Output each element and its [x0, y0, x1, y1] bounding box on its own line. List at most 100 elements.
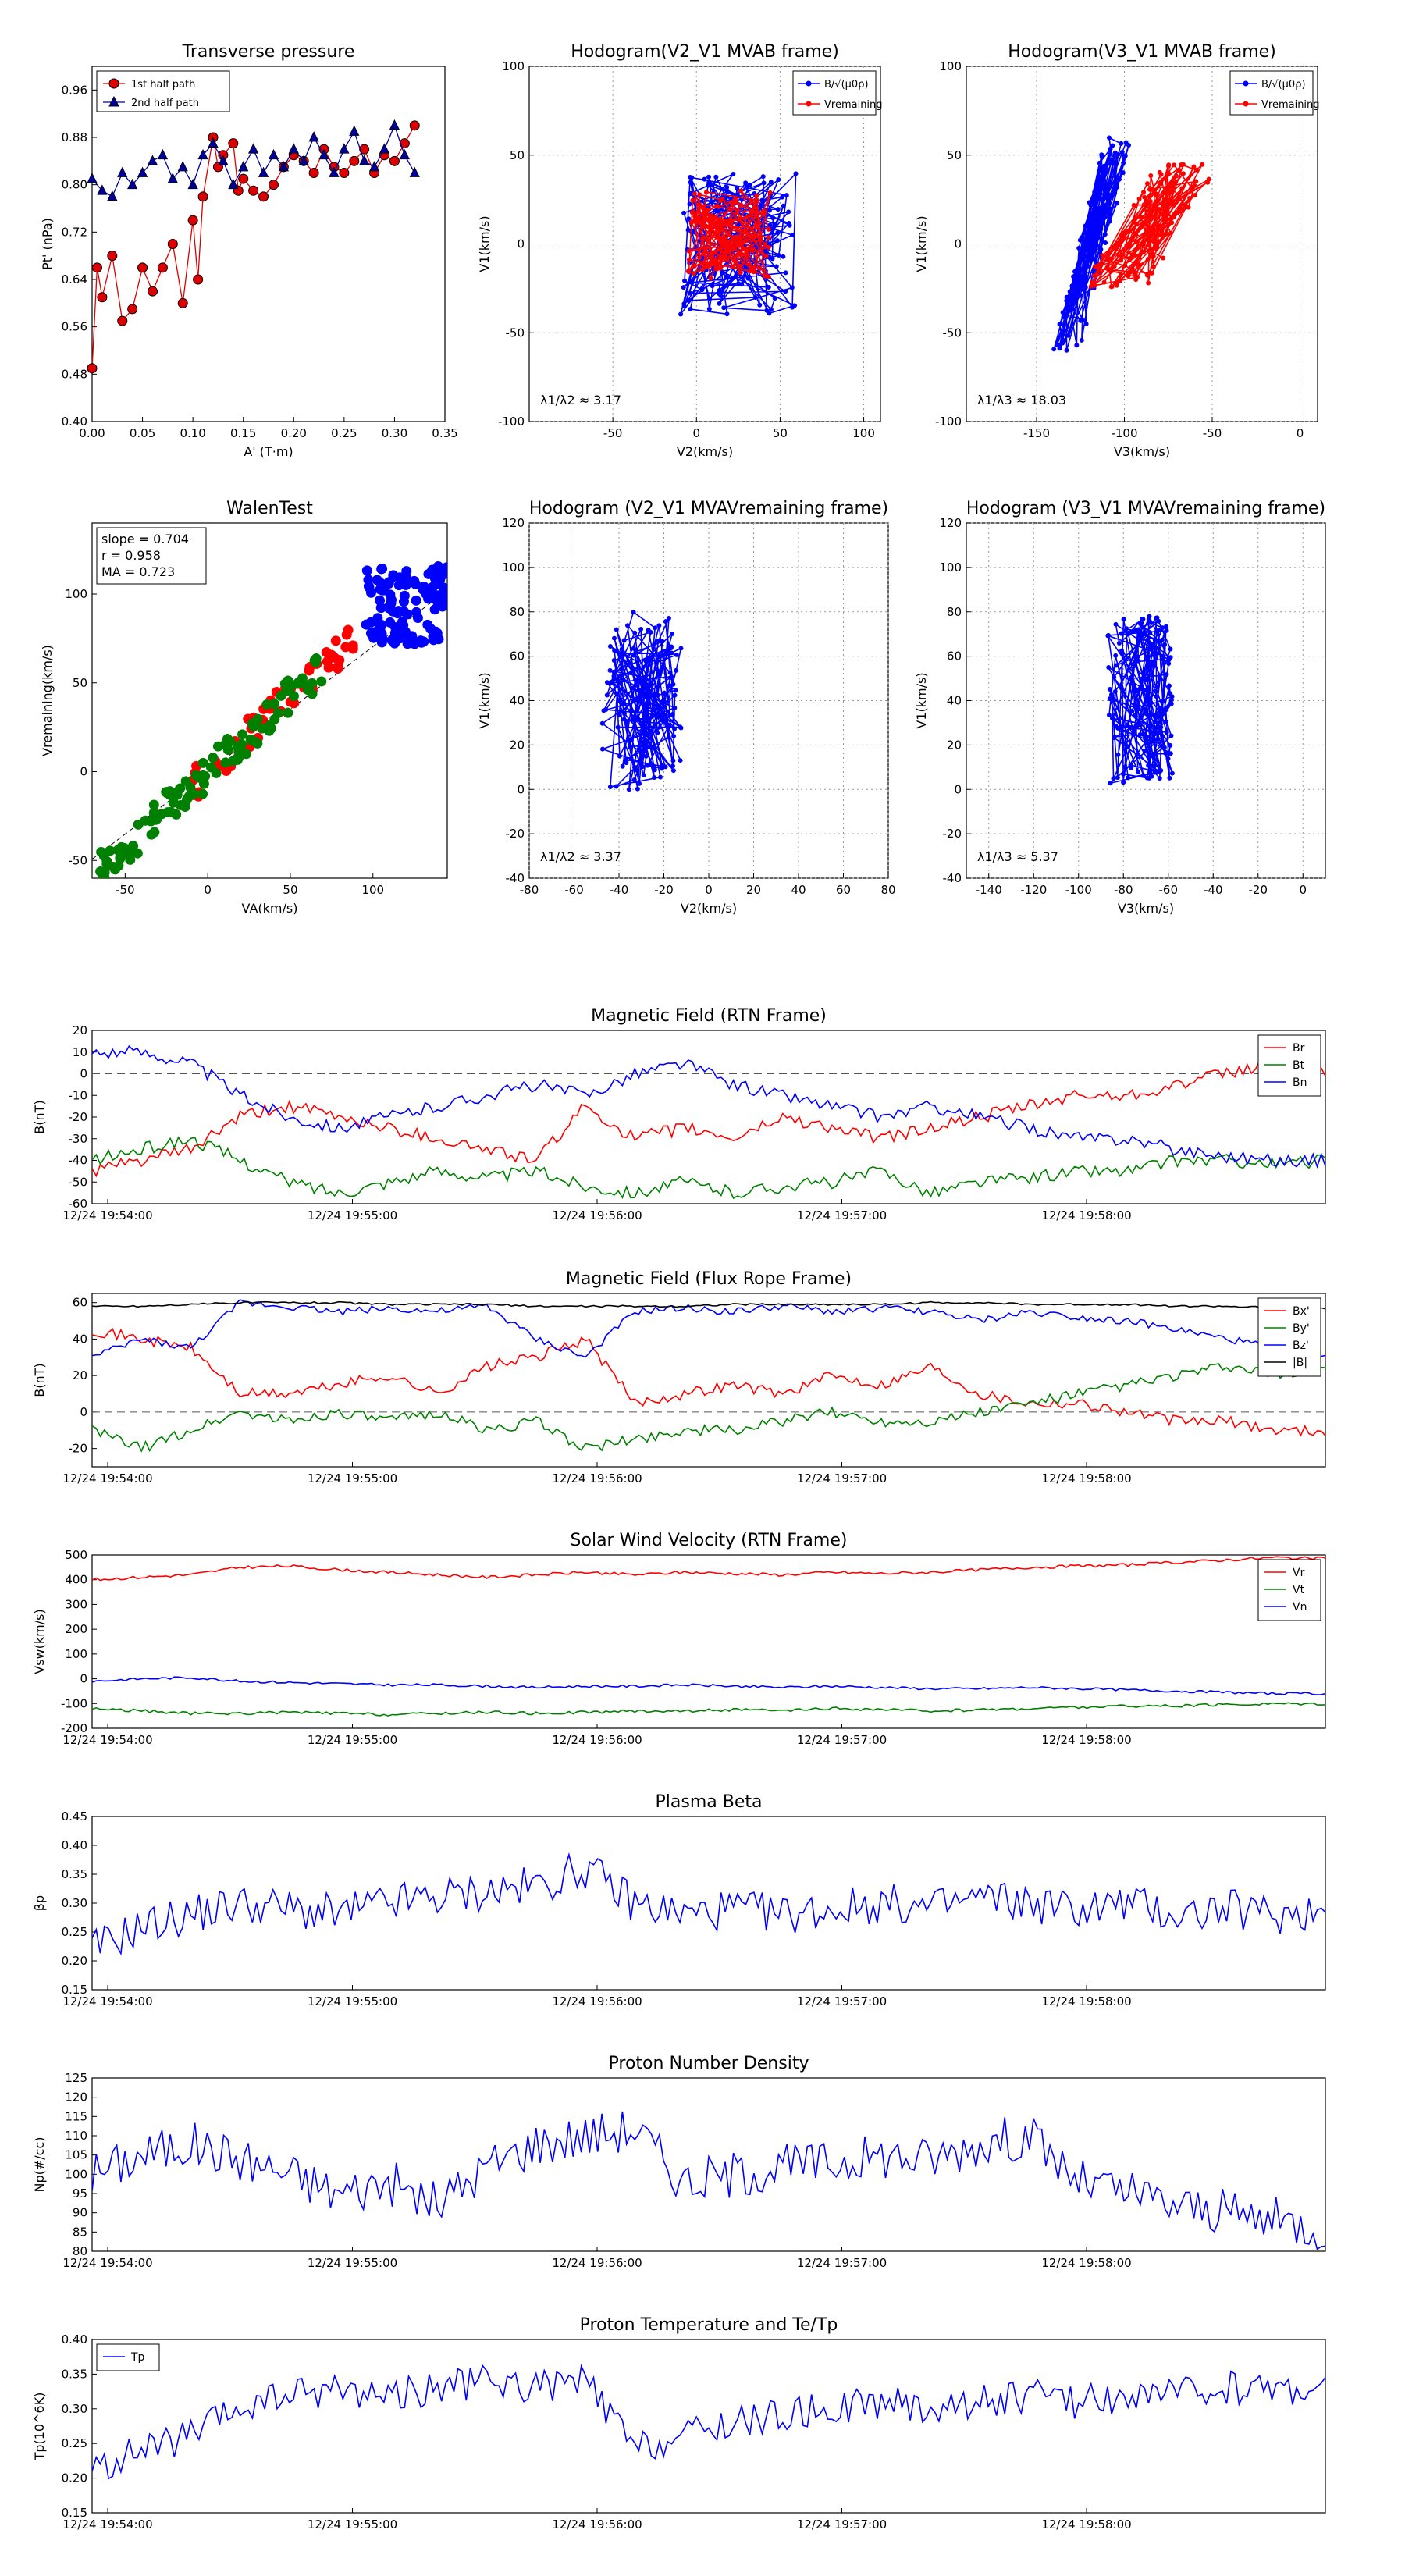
y-tick-label: 60: [947, 649, 962, 664]
data-point: [617, 712, 622, 717]
data-point: [635, 659, 640, 664]
data-point: [1136, 196, 1142, 201]
data-point: [783, 270, 788, 276]
data-point: [1160, 233, 1165, 238]
data-point: [330, 635, 341, 646]
data-point: [383, 578, 394, 589]
data-point: [670, 758, 676, 763]
data-point: [298, 678, 309, 688]
data-point: [1158, 711, 1164, 717]
data-point: [1057, 343, 1062, 349]
data-point: [307, 688, 318, 699]
data-point: [600, 746, 606, 752]
data-point: [1120, 724, 1126, 730]
data-point: [774, 264, 779, 269]
y-tick-label: 0.25: [62, 1925, 87, 1939]
y-axis-label: V1(km/s): [914, 672, 929, 728]
data-point: [1119, 232, 1125, 237]
data-point: [1105, 161, 1111, 166]
chart-title: WalenTest: [226, 499, 313, 518]
data-point: [1062, 338, 1067, 343]
data-point: [666, 735, 671, 740]
y-tick-label: 20: [947, 738, 962, 752]
data-point: [671, 734, 677, 739]
data-point: [1094, 201, 1099, 206]
data-point: [1168, 733, 1174, 738]
y-tick-label: 0.15: [62, 1983, 87, 1997]
data-point: [1160, 734, 1165, 739]
data-point: [639, 755, 645, 760]
plot-frame: [91, 2077, 1326, 2252]
data-point: [681, 210, 687, 215]
y-tick-label: -200: [61, 1721, 87, 1735]
y-tick-label: 100: [502, 59, 525, 73]
chart-pt: Transverse pressure 0.00 0.05 0.10 0.15 0.20 0…: [40, 42, 458, 459]
data-point: [91, 262, 102, 273]
stats-line: r = 0.958: [101, 548, 161, 563]
data-point: [349, 125, 360, 136]
data-point: [768, 307, 774, 312]
data-point: [1121, 617, 1126, 622]
data-point: [1097, 266, 1103, 272]
data-point: [667, 670, 673, 675]
legend: Vr Vt Vn: [1257, 1559, 1321, 1621]
data-point: [1105, 258, 1111, 263]
data-point: [1166, 162, 1172, 168]
data-point: [781, 203, 786, 208]
data-point: [678, 311, 684, 317]
data-point: [780, 194, 785, 200]
data-point: [359, 144, 370, 155]
data-point: [686, 216, 692, 222]
data-point: [762, 242, 767, 247]
data-point: [1160, 625, 1165, 631]
data-point: [660, 639, 665, 644]
eigenvalue-annotation: λ1/λ3 ≈ 5.37: [977, 849, 1058, 864]
data-point: [326, 649, 337, 660]
data-point: [656, 703, 661, 709]
data-point: [1113, 653, 1119, 658]
data-point: [770, 215, 776, 221]
y-tick-label: 0.96: [62, 83, 87, 97]
data-point: [1101, 279, 1107, 285]
data-point: [708, 220, 713, 226]
data-point: [1095, 215, 1101, 221]
data-point: [1156, 206, 1161, 212]
x-tick-label: -100: [1111, 426, 1137, 440]
series-line: [92, 1136, 1325, 1200]
data-point: [1154, 243, 1160, 248]
data-point: [625, 623, 631, 628]
chart-hodo2: Hodogram(V3_V1 MVAB frame) -150 -100 -50 0 -1…: [914, 42, 1320, 459]
data-point: [1169, 220, 1175, 226]
x-tick-label: 12/24 19:55:00: [308, 2517, 397, 2532]
data-point: [316, 676, 327, 687]
data-point: [1087, 239, 1093, 244]
data-point: [1093, 231, 1098, 237]
data-point: [1158, 724, 1164, 730]
data-point: [1140, 686, 1145, 692]
y-tick-label: -100: [61, 1696, 87, 1710]
data-point: [429, 604, 440, 615]
y-tick-label: 110: [65, 2129, 87, 2143]
data-point: [1146, 763, 1151, 768]
data-point: [137, 166, 148, 177]
data-point: [349, 155, 360, 166]
data-point: [149, 827, 160, 838]
y-tick-label: 50: [73, 676, 87, 690]
y-tick-label: 0.48: [62, 367, 87, 381]
data-point: [773, 222, 778, 227]
chart-hodo3: Hodogram (V2_V1 MVAVremaining frame)-80-…: [477, 499, 896, 916]
data-point: [157, 148, 169, 160]
data-point: [631, 764, 637, 770]
data-point: [1112, 735, 1117, 740]
x-tick-label: -50: [603, 426, 623, 440]
x-axis-label: VA(km/s): [242, 901, 298, 916]
data-point: [1064, 294, 1069, 300]
y-tick-label: 500: [65, 1548, 87, 1562]
data-point: [1106, 135, 1112, 141]
data-point: [667, 683, 672, 688]
data-point: [692, 263, 697, 269]
eigenvalue-annotation: λ1/λ2 ≈ 3.17: [540, 393, 621, 407]
series-line: [92, 1328, 1325, 1437]
legend-label: Vt: [1293, 1584, 1305, 1596]
y-axis-label: B(nT): [32, 1363, 47, 1397]
